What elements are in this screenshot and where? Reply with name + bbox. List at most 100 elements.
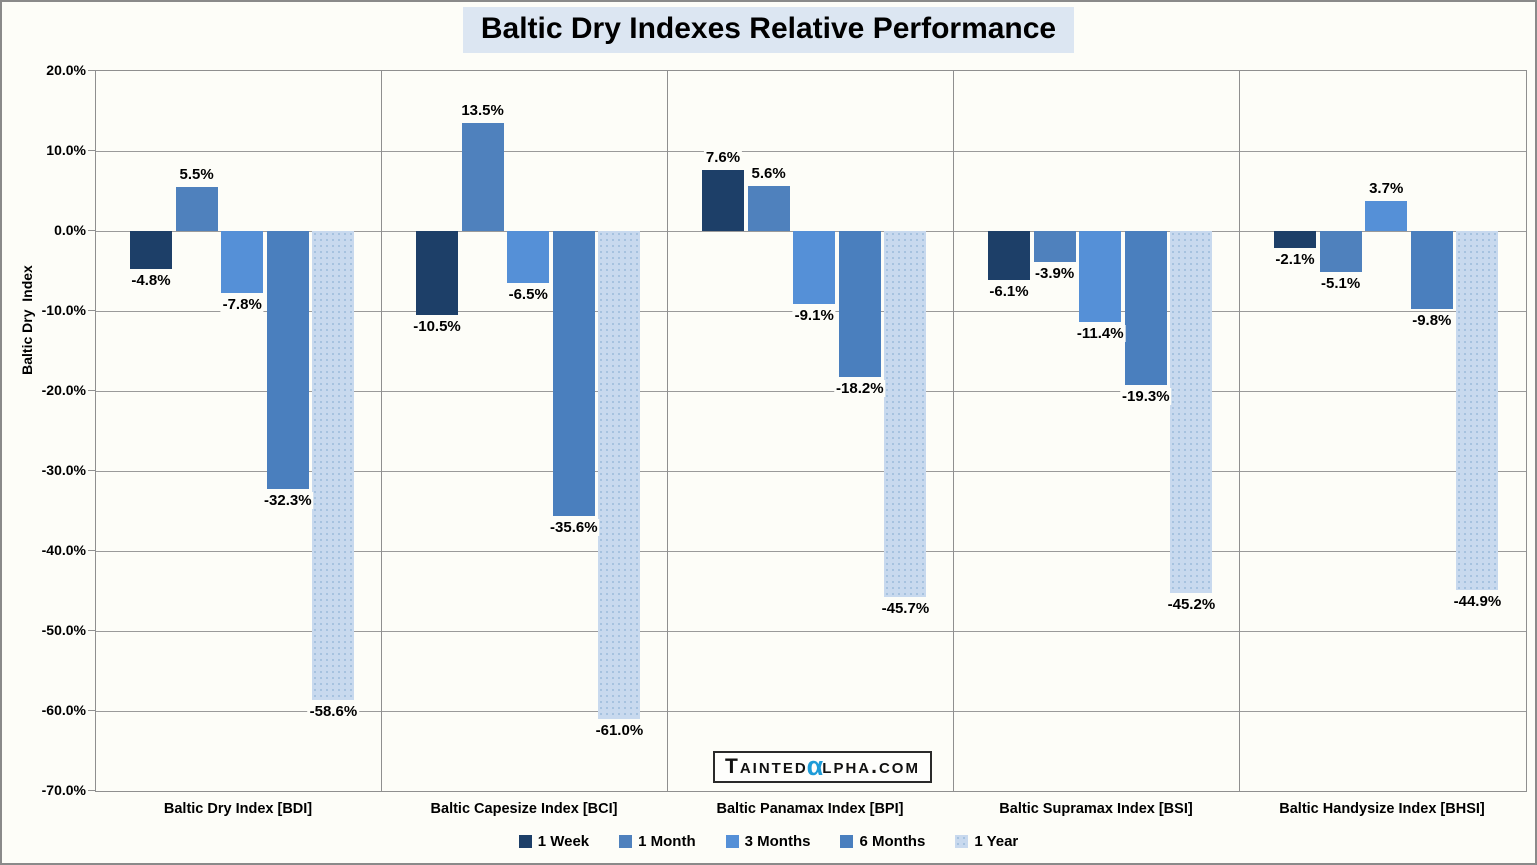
y-tick-mark [88, 630, 95, 631]
category-group-bsi [954, 71, 1240, 791]
bar-6-months-bdi [266, 231, 309, 490]
bar-3-months-bpi [793, 231, 836, 304]
y-tick-label: 0.0% [54, 222, 86, 238]
bar-value-label: 5.5% [177, 166, 216, 183]
bar-value-label: -2.1% [1273, 250, 1317, 268]
category-label-bhsi: Baltic Handysize Index [BHSI] [1279, 801, 1485, 817]
legend-label: 6 Months [859, 833, 926, 850]
taintedalpha-logo: Tainted α lpha.com [713, 751, 932, 783]
bar-3-months-bsi [1079, 231, 1122, 323]
y-tick-label: -50.0% [41, 622, 86, 638]
legend-label: 1 Year [974, 833, 1019, 850]
bar-value-label: -6.5% [506, 286, 550, 303]
logo-text-left: Tainted [725, 755, 808, 778]
bar-6-months-bpi [838, 231, 881, 377]
legend-swatch-3-months [725, 835, 739, 848]
bar-value-label: -32.3% [262, 492, 314, 510]
legend-swatch-1-week [518, 835, 532, 848]
bar-1-month-bsi [1033, 231, 1076, 263]
bar-3-months-bci [507, 231, 550, 283]
bar-value-label: 13.5% [459, 102, 506, 119]
bar-1-week-bpi [702, 170, 744, 231]
bar-1-month-bci [461, 123, 504, 231]
legend-swatch-1-month [619, 835, 633, 848]
legend-item-1-month: 1 Month [619, 833, 696, 850]
legend-label: 1 Month [638, 833, 696, 850]
y-tick-mark [88, 310, 95, 311]
bar-value-label: 7.6% [703, 149, 743, 167]
bar-1-week-bdi [130, 231, 172, 270]
chart-title: Baltic Dry Indexes Relative Performance [462, 7, 1075, 53]
gridline [96, 471, 1526, 472]
plot-area: -4.8% 5.5% -7.8% -32.3% -58.6% -10.5% 13.5% -6.… [95, 70, 1527, 792]
category-group-bci [382, 71, 668, 791]
bar-value-label: -61.0% [593, 722, 646, 739]
bar-6-months-bsi [1124, 231, 1167, 386]
y-tick-label: -70.0% [41, 782, 86, 798]
bar-1-year-bpi [884, 231, 927, 597]
y-axis-title: Baltic Dry Index [19, 265, 35, 375]
bar-1-week-bhsi [1274, 231, 1316, 248]
legend: 1 Week 1 Month 3 Months 6 Months 1 Year [0, 833, 1537, 850]
legend-item-6-months: 6 Months [840, 833, 925, 850]
legend-swatch-1-year [955, 835, 969, 848]
bar-value-label: -18.2% [834, 379, 886, 397]
legend-swatch-6-months [840, 835, 854, 848]
bar-value-label: -10.5% [411, 318, 463, 335]
bar-value-label: -7.8% [220, 296, 264, 314]
bar-value-label: -45.7% [879, 599, 932, 617]
bar-1-month-bpi [747, 186, 790, 231]
bar-1-month-bhsi [1319, 231, 1362, 272]
y-tick-mark [88, 150, 95, 151]
gridline [96, 711, 1526, 712]
gridline [96, 391, 1526, 392]
alpha-symbol: α [806, 751, 824, 781]
category-label-bci: Baltic Capesize Index [BCI] [430, 801, 618, 817]
legend-item-1-week: 1 Week [518, 833, 590, 850]
bar-value-label: -9.8% [1410, 312, 1454, 330]
bar-value-label: -4.8% [129, 272, 173, 290]
bar-value-label: -45.2% [1165, 595, 1218, 613]
bar-1-month-bdi [175, 187, 218, 231]
bar-value-label: -9.1% [792, 306, 836, 324]
bar-value-label: -35.6% [548, 518, 600, 536]
category-group-bpi [668, 71, 954, 791]
bar-value-label: -3.9% [1033, 265, 1077, 283]
y-tick-mark [88, 70, 95, 71]
bar-1-year-bci [598, 231, 641, 719]
legend-label: 1 Week [537, 833, 590, 850]
bar-3-months-bdi [221, 231, 264, 294]
category-label-bpi: Baltic Panamax Index [BPI] [716, 801, 904, 817]
title-row: Baltic Dry Indexes Relative Performance [0, 7, 1537, 53]
bar-value-label: 3.7% [1367, 180, 1406, 198]
bar-1-year-bsi [1170, 231, 1213, 593]
bar-value-label: 5.6% [749, 165, 788, 183]
y-tick-label: -40.0% [41, 542, 86, 558]
bar-value-label: -5.1% [1319, 274, 1363, 292]
bar-value-label: -44.9% [1451, 593, 1504, 611]
bar-1-year-bdi [312, 231, 355, 700]
bar-6-months-bci [552, 231, 595, 516]
category-label-bsi: Baltic Supramax Index [BSI] [999, 801, 1193, 817]
logo-text-right: lpha.com [822, 755, 920, 778]
y-tick-mark [88, 230, 95, 231]
bar-3-months-bhsi [1365, 201, 1408, 231]
bar-value-label: -6.1% [987, 282, 1031, 300]
bar-1-week-bsi [988, 231, 1030, 280]
category-group-bdi [96, 71, 382, 791]
y-tick-mark [88, 790, 95, 791]
y-tick-mark [88, 710, 95, 711]
y-tick-label: 10.0% [46, 142, 86, 158]
y-tick-label: -30.0% [41, 462, 86, 478]
y-tick-label: -60.0% [41, 702, 86, 718]
gridline [96, 631, 1526, 632]
legend-label: 3 Months [744, 833, 811, 850]
gridline [96, 551, 1526, 552]
y-tick-label: 20.0% [46, 62, 86, 78]
y-tick-mark [88, 390, 95, 391]
bar-value-label: -11.4% [1074, 325, 1126, 343]
bar-1-week-bci [416, 231, 458, 315]
bar-value-label: -58.6% [307, 702, 360, 720]
category-label-bdi: Baltic Dry Index [BDI] [163, 801, 313, 817]
